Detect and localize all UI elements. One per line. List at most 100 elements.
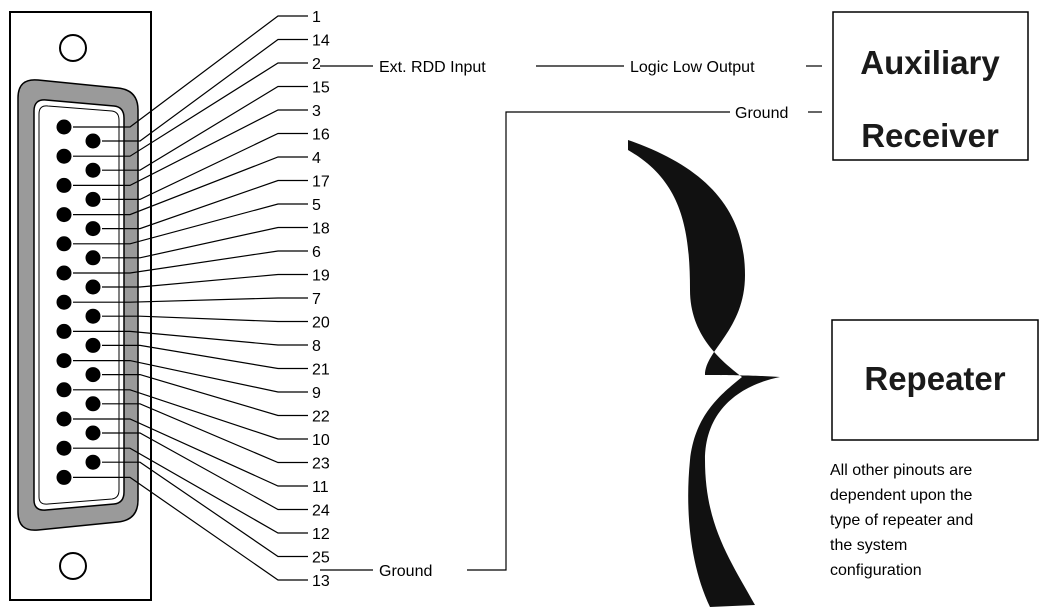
pin-number-label: 10 [312, 432, 330, 449]
pin-23 [85, 396, 101, 412]
pin-wire-12 [73, 447, 308, 534]
logic-low-output-label: Logic Low Output [630, 59, 755, 76]
pin-number-label: 25 [312, 550, 330, 567]
pin-number-label: 2 [312, 56, 321, 73]
pin-wire-25 [102, 461, 308, 558]
pin-wire-4 [73, 156, 308, 216]
pin-16 [85, 191, 101, 207]
mounting-hole-bottom [59, 552, 87, 580]
pin-wire-6 [73, 250, 308, 274]
receiver-ground-label: Ground [735, 105, 788, 122]
db25-connector [9, 11, 152, 601]
pin-number-label: 16 [312, 127, 330, 144]
pin-wire-5 [73, 203, 308, 245]
repeater-note: All other pinouts are dependent upon the… [830, 462, 973, 579]
pin-wire-7 [73, 297, 308, 303]
repeater-note-line: All other pinouts are [830, 462, 972, 479]
pin-2 [56, 148, 72, 164]
pin-wire-18 [102, 226, 308, 259]
pin-wire-20 [102, 315, 308, 323]
pin-number-label: 18 [312, 221, 330, 238]
pin-number-label: 13 [312, 573, 330, 590]
pin-12 [56, 440, 72, 456]
pin-number-label: 5 [312, 197, 321, 214]
pin-7 [56, 294, 72, 310]
ground-path: Ground Ground [320, 105, 822, 580]
pin-18 [85, 250, 101, 266]
connector-insert-inner [38, 105, 120, 505]
pin-24 [85, 425, 101, 441]
pin-number-label: 14 [312, 33, 330, 50]
pin-19 [85, 279, 101, 295]
pin-wire-17 [102, 179, 308, 230]
pin-wire-11 [73, 418, 308, 487]
pin-number-label: 17 [312, 174, 330, 191]
pin-number-label: 24 [312, 503, 330, 520]
pin-number-label: 21 [312, 362, 330, 379]
pin-5 [56, 236, 72, 252]
pin-wire-1 [73, 15, 308, 128]
ext-rdd-input-label: Ext. RDD Input [379, 59, 486, 76]
pin-10 [56, 382, 72, 398]
pin-number-labels: 1 14 2 15 3 16 4 17 5 18 6 19 7 20 8 21 9 22 10 23 11 24 12 25 1… [312, 9, 330, 590]
repeater-note-line: the system [830, 537, 907, 554]
auxiliary-receiver-box: Auxiliary Receiver [832, 11, 1029, 161]
pin-number-label: 9 [312, 385, 321, 402]
pin-number-label: 23 [312, 456, 330, 473]
auxiliary-receiver-title-line2: Receiver [861, 117, 999, 154]
pin-wire-23 [102, 403, 308, 464]
pin25-ground-label: Ground [379, 563, 432, 580]
connector-pins [56, 119, 101, 485]
pin-number-label: 22 [312, 409, 330, 426]
pin-15 [85, 162, 101, 178]
pin-number-label: 11 [312, 479, 329, 496]
pin-20 [85, 308, 101, 324]
pin-wire-13 [73, 476, 308, 581]
pin2-signal-path: Ext. RDD Input Logic Low Output [320, 59, 822, 76]
pin-number-label: 19 [312, 268, 330, 285]
ground-return-wire [467, 111, 730, 571]
pin-22 [85, 367, 101, 383]
pin-wire-9 [73, 360, 308, 393]
repeater-frame [831, 319, 1039, 441]
pin-wire-8 [73, 330, 308, 346]
pin-wire-15 [102, 85, 308, 171]
auxiliary-receiver-frame [832, 11, 1029, 161]
repeater-note-line: dependent upon the [830, 487, 972, 504]
pin-number-label: 8 [312, 338, 321, 355]
pin-number-label: 3 [312, 103, 321, 120]
pin-17 [85, 221, 101, 237]
pin-wire-2 [73, 62, 308, 157]
pin-wire-22 [102, 374, 308, 417]
pin-number-label: 20 [312, 315, 330, 332]
repeater-note-line: configuration [830, 562, 922, 579]
pin-number-label: 15 [312, 80, 330, 97]
pin-25 [85, 454, 101, 470]
curly-brace-icon [628, 140, 780, 607]
pin-wire-10 [73, 389, 308, 440]
pin-wire-3 [73, 109, 308, 186]
pin-number-label: 12 [312, 526, 330, 543]
pin-14 [85, 133, 101, 149]
pin-wire-21 [102, 344, 308, 370]
mounting-hole-top [59, 34, 87, 62]
pin-9 [56, 353, 72, 369]
pin-wire-24 [102, 432, 308, 511]
pin-21 [85, 337, 101, 353]
pin-8 [56, 323, 72, 339]
pin-wire-16 [102, 132, 308, 200]
repeater-note-line: type of repeater and [830, 512, 973, 529]
auxiliary-receiver-title-line1: Auxiliary [860, 44, 1000, 81]
pin-11 [56, 411, 72, 427]
pin-number-label: 6 [312, 244, 321, 261]
pin-6 [56, 265, 72, 281]
pin-wires [73, 15, 308, 581]
repeater-title: Repeater [864, 360, 1005, 397]
pin-number-label: 4 [312, 150, 321, 167]
pin-number-label: 1 [312, 9, 321, 26]
repeater-box: Repeater [831, 319, 1039, 441]
pin-wire-14 [102, 38, 308, 142]
pin-1 [56, 119, 72, 135]
pin-4 [56, 207, 72, 223]
